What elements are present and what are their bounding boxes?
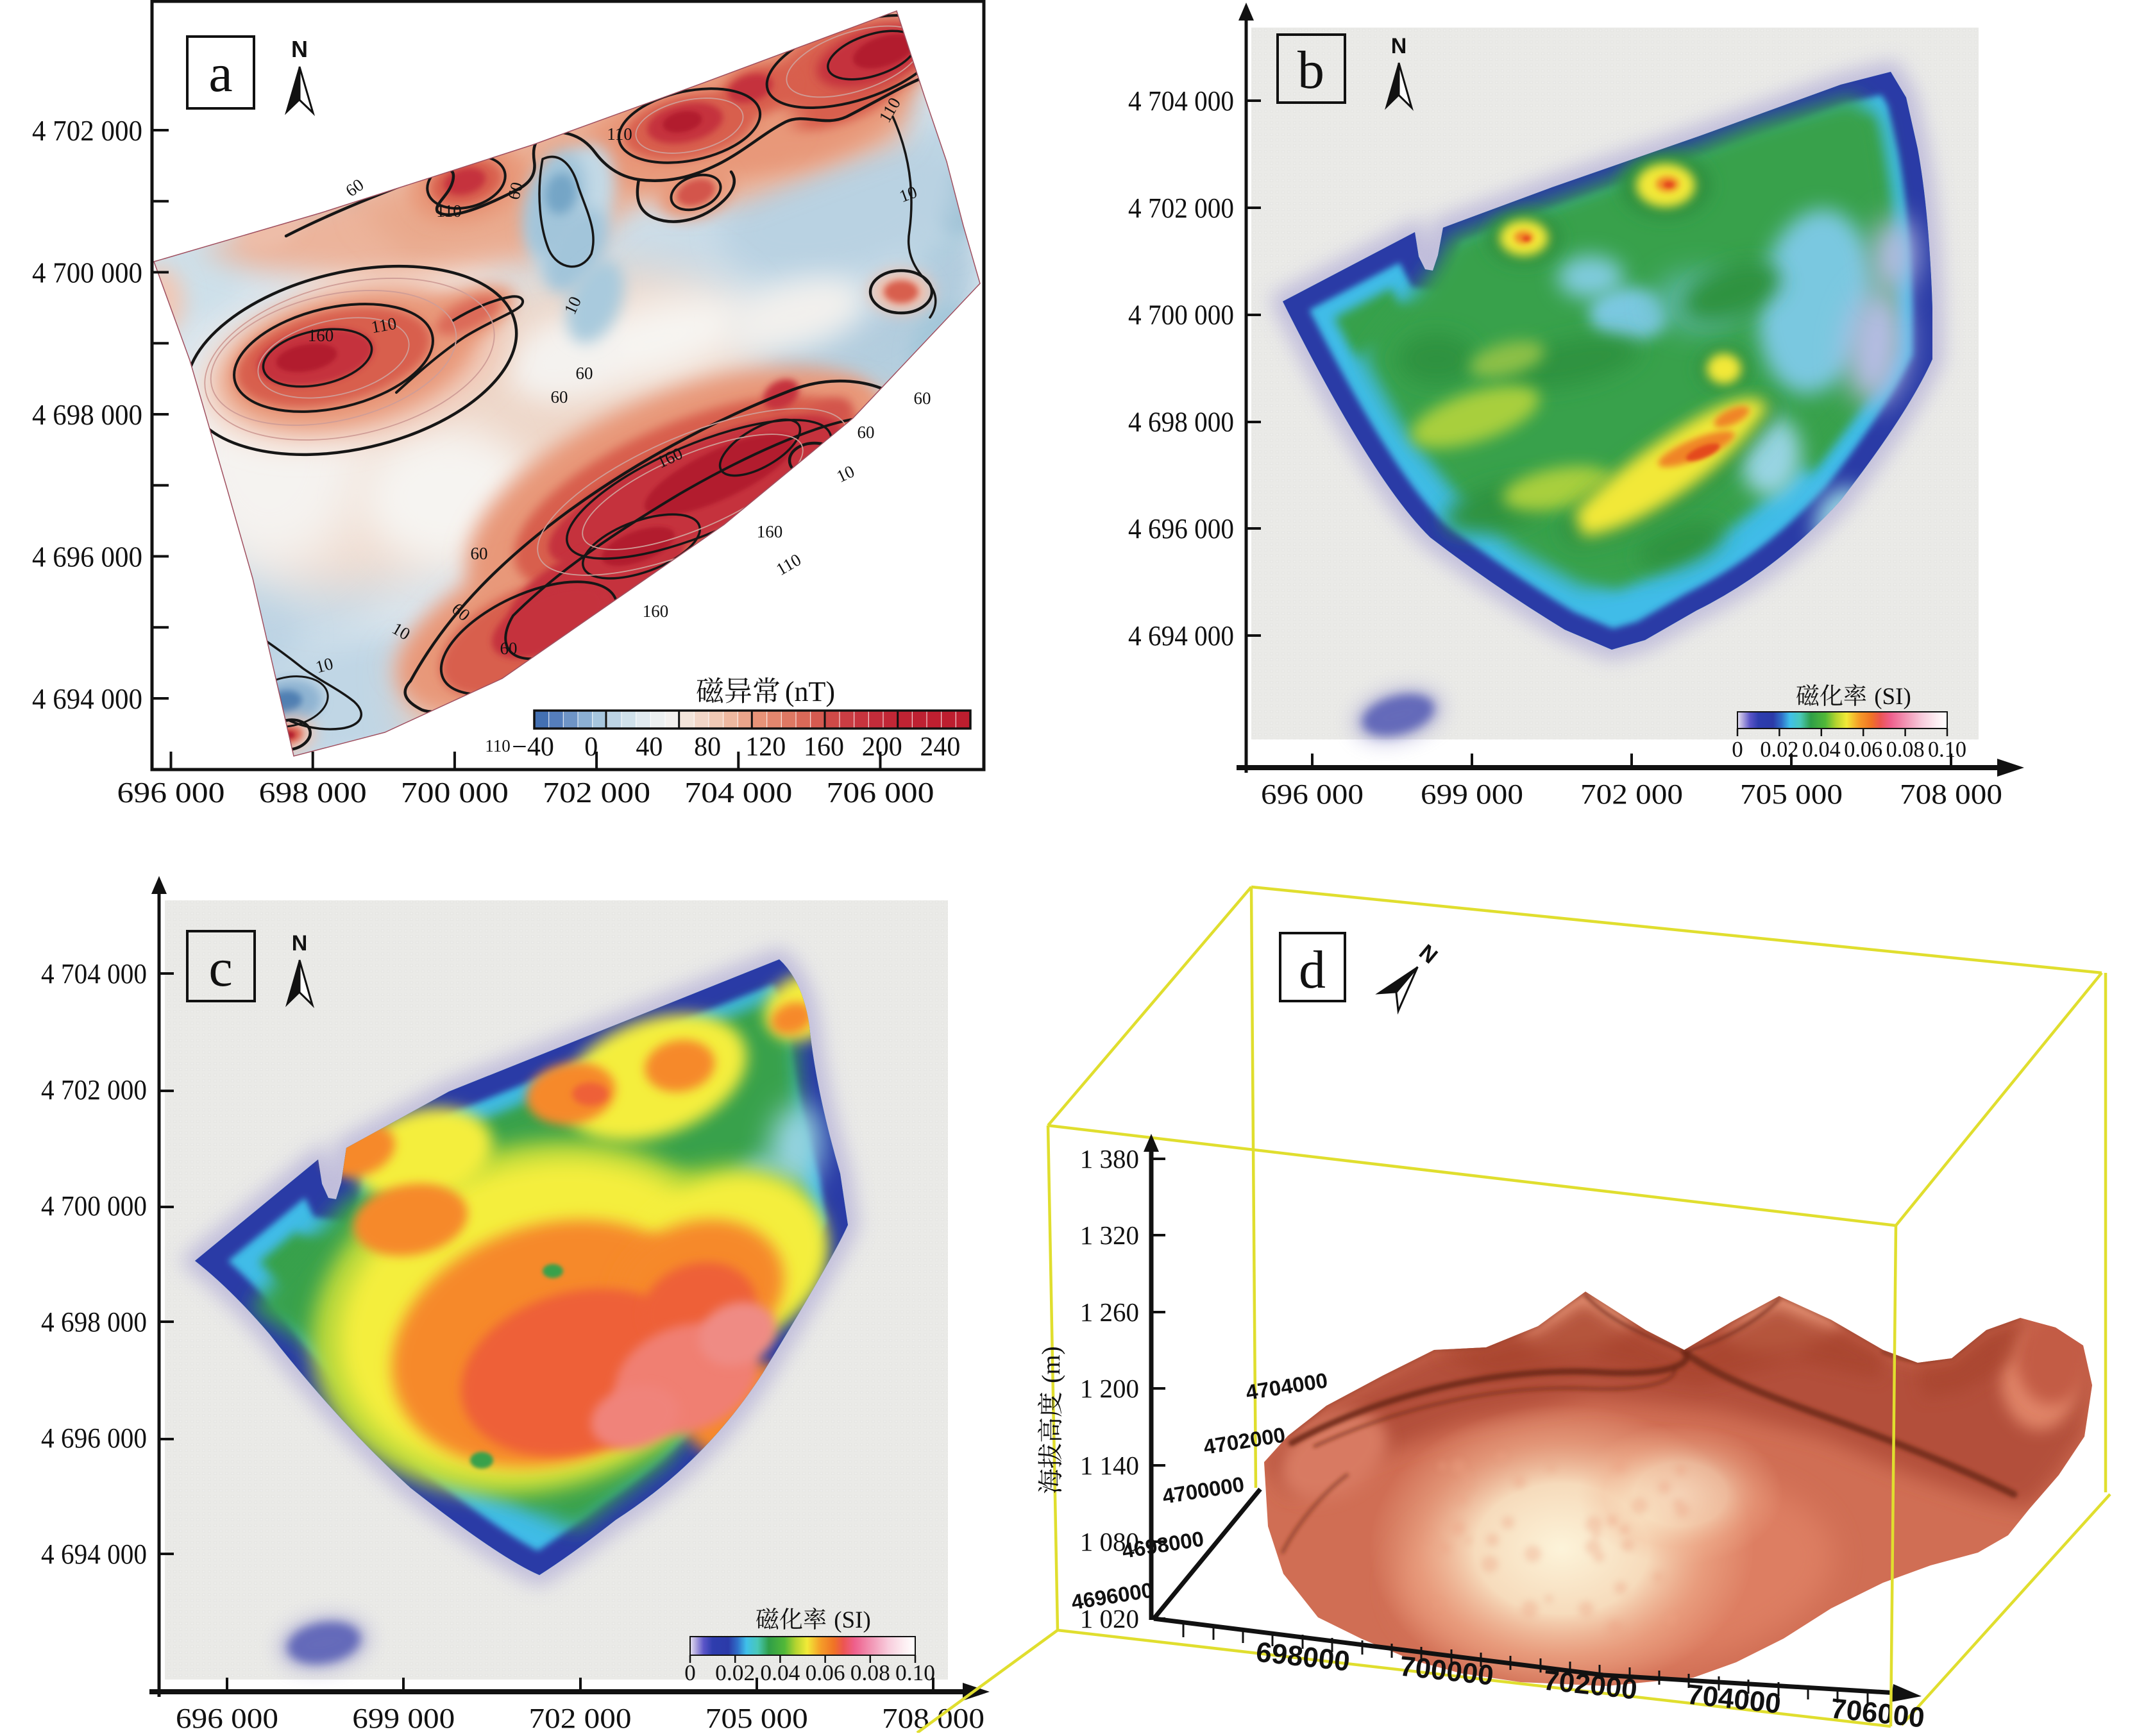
- svg-text:1 020: 1 020: [1080, 1604, 1139, 1633]
- svg-text:4 696 000: 4 696 000: [1128, 513, 1234, 544]
- svg-text:0.02: 0.02: [1760, 737, 1798, 762]
- svg-text:0: 0: [684, 1660, 696, 1685]
- svg-text:699 000: 699 000: [1421, 779, 1523, 810]
- svg-text:4 698 000: 4 698 000: [32, 398, 142, 431]
- svg-text:0.02: 0.02: [715, 1660, 755, 1685]
- svg-text:700 000: 700 000: [401, 776, 509, 809]
- svg-text:705 000: 705 000: [1740, 779, 1843, 810]
- svg-text:60: 60: [914, 389, 931, 408]
- svg-text:60: 60: [500, 639, 518, 658]
- svg-text:60: 60: [858, 423, 875, 442]
- svg-text:0.06: 0.06: [806, 1660, 845, 1685]
- svg-text:706 000: 706 000: [827, 776, 934, 809]
- svg-text:240: 240: [920, 732, 960, 762]
- svg-text:1 200: 1 200: [1080, 1374, 1139, 1403]
- svg-text:696 000: 696 000: [117, 776, 225, 809]
- svg-text:0.10: 0.10: [895, 1660, 935, 1685]
- svg-text:N: N: [291, 36, 308, 62]
- svg-text:702 000: 702 000: [529, 1703, 632, 1733]
- svg-text:4 700 000: 4 700 000: [32, 257, 142, 289]
- svg-text:0: 0: [584, 732, 598, 762]
- svg-text:702 000: 702 000: [1580, 779, 1683, 810]
- svg-text:708 000: 708 000: [882, 1703, 984, 1733]
- svg-text:120: 120: [745, 732, 786, 762]
- svg-text:0.08: 0.08: [1886, 737, 1925, 762]
- svg-text:N: N: [1391, 34, 1407, 58]
- svg-text:4 698 000: 4 698 000: [1128, 406, 1234, 437]
- svg-text:4 700 000: 4 700 000: [41, 1190, 147, 1222]
- svg-text:160: 160: [757, 522, 783, 541]
- svg-text:60: 60: [551, 387, 568, 407]
- svg-text:708 000: 708 000: [1900, 779, 2002, 810]
- svg-text:b: b: [1297, 40, 1324, 100]
- svg-text:4 702 000: 4 702 000: [1128, 192, 1234, 224]
- svg-text:4 702 000: 4 702 000: [32, 114, 142, 147]
- svg-text:698 000: 698 000: [259, 776, 367, 809]
- svg-text:4 694 000: 4 694 000: [1128, 620, 1234, 652]
- svg-text:1 320: 1 320: [1080, 1220, 1139, 1250]
- svg-text:0.04: 0.04: [1802, 737, 1841, 762]
- svg-text:80: 80: [694, 732, 721, 762]
- svg-text:−40: −40: [512, 732, 554, 762]
- svg-text:0.06: 0.06: [1844, 737, 1882, 762]
- svg-text:4 704 000: 4 704 000: [1128, 85, 1234, 117]
- svg-text:4 698 000: 4 698 000: [41, 1306, 147, 1338]
- svg-text:4 700 000: 4 700 000: [1128, 299, 1234, 331]
- svg-text:110: 110: [485, 736, 511, 755]
- svg-text:4 694 000: 4 694 000: [32, 682, 142, 715]
- svg-text:110: 110: [607, 124, 632, 144]
- svg-text:160: 160: [308, 326, 334, 345]
- svg-text:(nT): (nT): [785, 676, 835, 707]
- svg-text:(SI): (SI): [834, 1607, 871, 1633]
- svg-text:d: d: [1299, 940, 1326, 1000]
- svg-text:1 380: 1 380: [1080, 1144, 1139, 1174]
- svg-text:160: 160: [643, 602, 669, 621]
- svg-text:699 000: 699 000: [352, 1703, 455, 1733]
- svg-text:1 080: 1 080: [1080, 1527, 1139, 1556]
- svg-text:110: 110: [369, 314, 398, 337]
- svg-text:60: 60: [471, 544, 488, 563]
- svg-text:4 696 000: 4 696 000: [32, 541, 142, 573]
- svg-text:1 140: 1 140: [1080, 1451, 1139, 1480]
- svg-text:a: a: [208, 44, 232, 103]
- svg-text:0.08: 0.08: [850, 1660, 890, 1685]
- svg-text:705 000: 705 000: [705, 1703, 808, 1733]
- svg-text:0: 0: [1732, 737, 1743, 762]
- svg-text:4 696 000: 4 696 000: [41, 1422, 147, 1454]
- svg-text:(SI): (SI): [1874, 684, 1911, 710]
- svg-text:N: N: [292, 931, 308, 956]
- svg-text:200: 200: [862, 732, 902, 762]
- svg-text:702 000: 702 000: [543, 776, 650, 809]
- svg-text:0.10: 0.10: [1928, 737, 1966, 762]
- svg-text:696 000: 696 000: [1261, 779, 1364, 810]
- svg-text:110: 110: [436, 201, 462, 221]
- svg-text:4 704 000: 4 704 000: [41, 958, 147, 990]
- svg-text:40: 40: [636, 732, 663, 762]
- svg-text:c: c: [208, 938, 232, 998]
- svg-text:4 702 000: 4 702 000: [41, 1074, 147, 1106]
- svg-text:0.04: 0.04: [760, 1660, 800, 1685]
- svg-text:60: 60: [576, 364, 593, 383]
- svg-text:160: 160: [804, 732, 844, 762]
- svg-text:704 000: 704 000: [684, 776, 792, 809]
- svg-text:(m): (m): [1036, 1346, 1065, 1383]
- svg-text:4 694 000: 4 694 000: [41, 1538, 147, 1570]
- svg-text:696 000: 696 000: [176, 1703, 278, 1733]
- svg-text:1 260: 1 260: [1080, 1297, 1139, 1327]
